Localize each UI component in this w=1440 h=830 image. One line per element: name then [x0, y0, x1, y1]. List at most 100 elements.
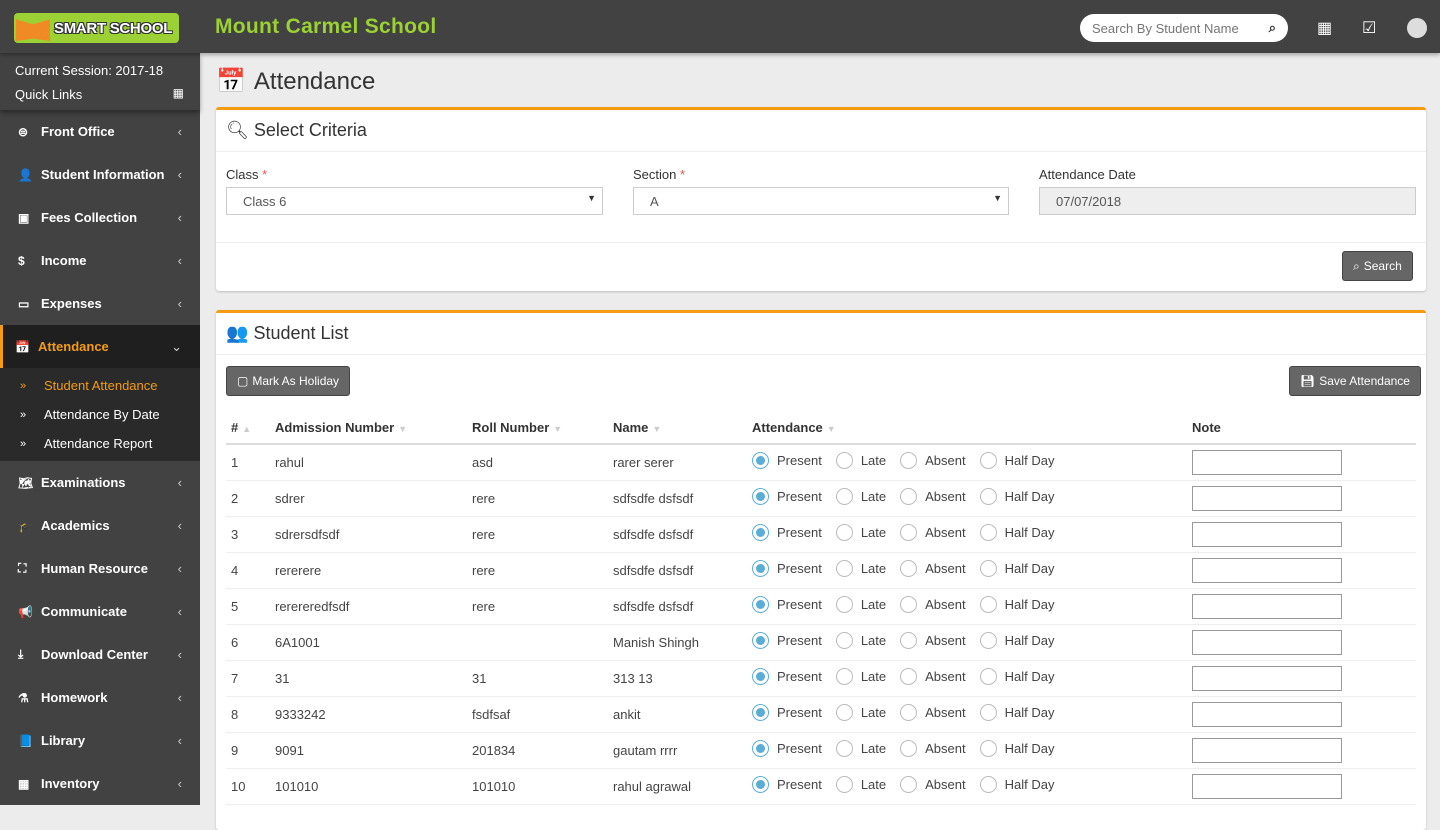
sidebar-item-inventory[interactable]: ▦ Inventory ‹ [18, 776, 182, 791]
radio-half-day[interactable]: Half Day [979, 740, 1054, 757]
radio-half-day[interactable]: Half Day [979, 596, 1054, 613]
note-input[interactable] [1192, 701, 1342, 727]
radio-button[interactable] [979, 524, 997, 541]
note-input[interactable] [1192, 449, 1342, 475]
grid-icon[interactable]: ▦ [172, 86, 184, 100]
radio-button[interactable] [900, 452, 918, 470]
sidebar-item-income[interactable]: $ Income ‹ [18, 253, 182, 268]
radio-button[interactable] [900, 488, 918, 505]
class-select[interactable]: Class 6 ▼ [226, 187, 603, 215]
submenu-item-student-attendance[interactable]: » Student Attendance [20, 378, 158, 393]
note-input[interactable] [1192, 521, 1342, 547]
radio-button[interactable] [752, 740, 769, 757]
radio-late[interactable]: Late [835, 776, 886, 793]
radio-present[interactable]: Present [752, 668, 822, 685]
sidebar-item-academics[interactable]: 🎓 Academics ‹ [18, 518, 182, 533]
sidebar-item-download-center[interactable]: ⤓ Download Center ‹ [18, 647, 182, 662]
radio-button[interactable] [835, 704, 853, 721]
radio-late[interactable]: Late [835, 740, 886, 757]
radio-button[interactable] [752, 524, 769, 541]
mark-holiday-button[interactable]: ▢ Mark As Holiday [226, 366, 351, 396]
search-button[interactable]: ⌕ Search [1342, 251, 1413, 281]
radio-present[interactable]: Present [752, 560, 822, 577]
search-input[interactable] [1092, 20, 1242, 36]
radio-button[interactable] [979, 488, 997, 505]
radio-button[interactable] [835, 488, 853, 505]
sidebar-item-fees-collection[interactable]: ▣ Fees Collection ‹ [18, 210, 182, 225]
column-header[interactable]: Attendance ▼ [752, 411, 1192, 445]
note-input[interactable] [1192, 665, 1342, 691]
radio-button[interactable] [900, 596, 918, 613]
radio-button[interactable] [835, 596, 853, 613]
radio-button[interactable] [900, 524, 918, 541]
note-input[interactable] [1192, 737, 1342, 763]
radio-absent[interactable]: Absent [900, 776, 966, 793]
save-attendance-button[interactable]: 💾︎ Save Attendance [1289, 366, 1421, 396]
radio-button[interactable] [900, 560, 918, 577]
radio-button[interactable] [835, 668, 853, 685]
radio-present[interactable]: Present [752, 704, 822, 721]
note-input[interactable] [1192, 593, 1342, 619]
radio-button[interactable] [979, 668, 997, 685]
column-header[interactable]: Admission Number ▼ [275, 411, 472, 445]
attendance-date-input[interactable]: 07/07/2018 [1039, 187, 1416, 215]
radio-absent[interactable]: Absent [900, 704, 966, 721]
radio-button[interactable] [900, 704, 918, 721]
radio-absent[interactable]: Absent [900, 740, 966, 757]
logo[interactable]: SMART SCHOOL [14, 13, 179, 43]
radio-absent[interactable]: Absent [900, 524, 966, 541]
radio-button[interactable] [835, 776, 853, 793]
radio-button[interactable] [752, 452, 769, 470]
sidebar-item-examinations[interactable]: 🗺 Examinations ‹ [18, 475, 182, 490]
radio-button[interactable] [979, 632, 997, 649]
sidebar-item-front-office[interactable]: ⊜ Front Office ‹ [18, 124, 182, 139]
radio-button[interactable] [752, 776, 769, 793]
radio-button[interactable] [752, 560, 769, 577]
radio-button[interactable] [835, 524, 853, 541]
note-input[interactable] [1192, 629, 1342, 655]
radio-late[interactable]: Late [835, 560, 886, 577]
radio-half-day[interactable]: Half Day [979, 668, 1054, 685]
radio-present[interactable]: Present [752, 596, 822, 613]
radio-absent[interactable]: Absent [900, 668, 966, 685]
radio-present[interactable]: Present [752, 524, 822, 541]
calendar-icon[interactable]: ▦ [1317, 20, 1333, 37]
radio-button[interactable] [979, 704, 997, 721]
radio-button[interactable] [979, 740, 997, 757]
note-input[interactable] [1192, 557, 1342, 583]
radio-present[interactable]: Present [752, 452, 822, 470]
quick-links[interactable]: Quick Links [15, 87, 83, 102]
search-icon[interactable]: ⌕ [1268, 20, 1276, 35]
radio-absent[interactable]: Absent [900, 596, 966, 613]
radio-half-day[interactable]: Half Day [979, 776, 1054, 793]
radio-half-day[interactable]: Half Day [979, 632, 1054, 649]
radio-button[interactable] [900, 632, 918, 649]
radio-button[interactable] [752, 704, 769, 721]
radio-button[interactable] [979, 560, 997, 577]
radio-late[interactable]: Late [835, 632, 886, 649]
radio-late[interactable]: Late [835, 524, 886, 541]
radio-half-day[interactable]: Half Day [979, 560, 1054, 577]
sidebar-item-homework[interactable]: ⚗ Homework ‹ [18, 690, 182, 705]
note-input[interactable] [1192, 485, 1342, 511]
column-header[interactable]: Roll Number ▼ [472, 411, 613, 445]
radio-present[interactable]: Present [752, 632, 822, 649]
radio-absent[interactable]: Absent [900, 560, 966, 577]
checkbox-icon[interactable]: ☑ [1362, 20, 1377, 37]
radio-button[interactable] [752, 668, 769, 685]
radio-late[interactable]: Late [835, 596, 886, 613]
radio-button[interactable] [900, 668, 918, 685]
radio-late[interactable]: Late [835, 452, 886, 470]
column-header[interactable]: # ▲ [226, 411, 275, 445]
submenu-item-attendance-by-date[interactable]: » Attendance By Date [20, 407, 160, 422]
radio-button[interactable] [835, 560, 853, 577]
note-input[interactable] [1192, 773, 1342, 799]
radio-half-day[interactable]: Half Day [979, 488, 1054, 505]
radio-present[interactable]: Present [752, 488, 822, 505]
sidebar-item-expenses[interactable]: ▭ Expenses ‹ [18, 296, 182, 311]
radio-button[interactable] [752, 632, 769, 649]
radio-late[interactable]: Late [835, 488, 886, 505]
radio-button[interactable] [900, 740, 918, 757]
radio-absent[interactable]: Absent [900, 452, 966, 470]
sidebar-item-student-information[interactable]: 👤 Student Information ‹ [18, 167, 182, 182]
